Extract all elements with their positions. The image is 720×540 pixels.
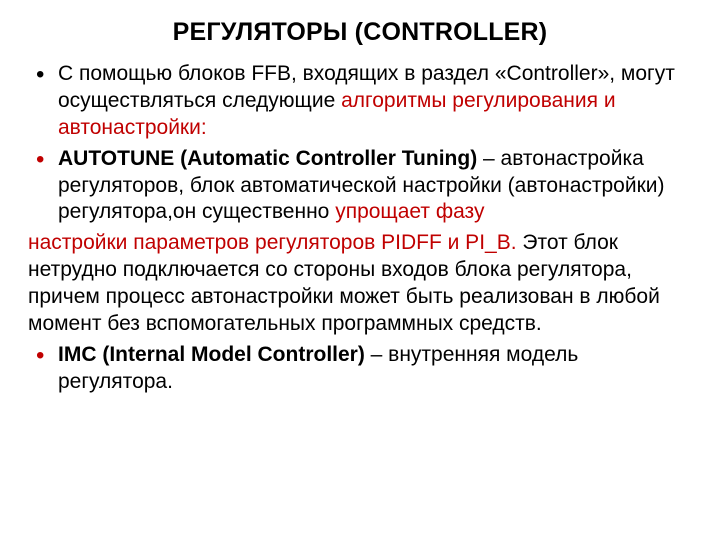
text-run-bold: IMC (Internal Model Controller)	[58, 343, 365, 366]
bullet-imc: IMC (Internal Model Controller) – внутре…	[28, 342, 692, 396]
slide: РЕГУЛЯТОРЫ (CONTROLLER) С помощью блоков…	[0, 0, 720, 540]
slide-title: РЕГУЛЯТОРЫ (CONTROLLER)	[28, 18, 692, 47]
bullet-intro: С помощью блоков FFB, входящих в раздел …	[28, 61, 692, 142]
bullet-list-2: IMC (Internal Model Controller) – внутре…	[28, 342, 692, 396]
text-run-accent: настройки параметров регуляторов PIDFF и…	[28, 231, 517, 254]
text-run-accent: упрощает фазу	[335, 200, 484, 223]
bullet-autotune: AUTOTUNE (Automatic Controller Tuning) –…	[28, 146, 692, 227]
bullet-list: С помощью блоков FFB, входящих в раздел …	[28, 61, 692, 226]
text-run-bold: AUTOTUNE (Automatic Controller Tuning)	[58, 147, 477, 170]
continuation-autotune: настройки параметров регуляторов PIDFF и…	[28, 230, 692, 338]
